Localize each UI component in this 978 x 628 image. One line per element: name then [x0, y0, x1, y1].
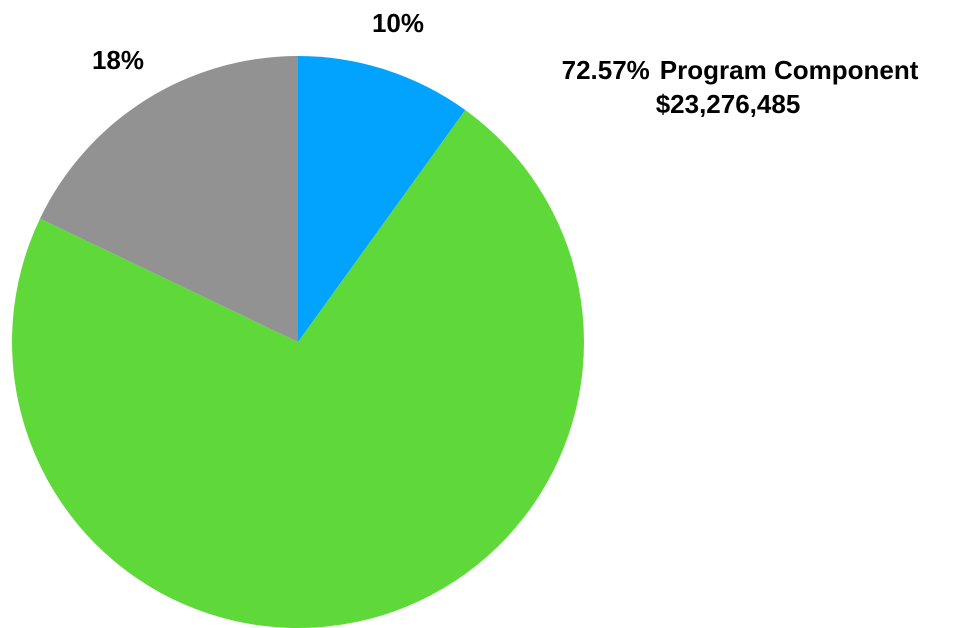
value-label: 10% [372, 8, 424, 38]
pie-slice [40, 56, 298, 342]
category-label: Program Component [660, 55, 919, 85]
pie-slice [298, 56, 466, 342]
slice-label: 18% [92, 45, 144, 75]
slices [11, 56, 584, 628]
value-label: 72.57% [562, 55, 650, 85]
slice-label: 72.57% Program Component [562, 55, 919, 85]
value-label: 18% [92, 45, 144, 75]
pie-slice [11, 110, 584, 628]
amount-label: $23,276,485 [656, 89, 801, 119]
slice-label: 10% [372, 8, 424, 38]
